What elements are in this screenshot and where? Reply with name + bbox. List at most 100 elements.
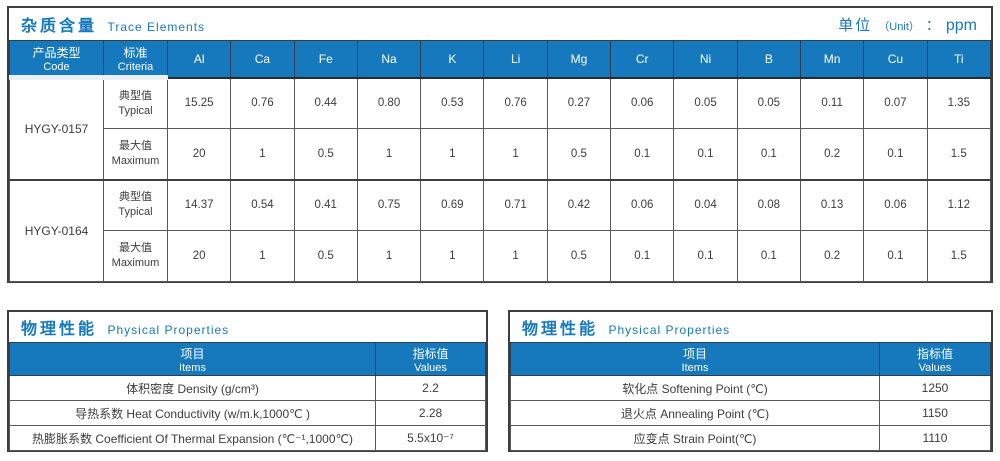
property-item-cell: 退火点 Annealing Point (℃) [510, 400, 880, 426]
trace-elements-panel: 杂质含量 Trace Elements 单位 （Unit） ： ppm 产品类型… [7, 6, 993, 283]
product-header-zh: 产品类型 [32, 45, 81, 60]
values-header-en: Values [918, 361, 952, 374]
unit-zh: 单位 [838, 16, 873, 34]
value-cell: 0.5 [293, 128, 358, 180]
trace-row-typical: HYGY-0164 典型值 Typical 14.37 0.54 0.41 0.75 0.69… [9, 178, 992, 282]
value-cell: 1 [230, 230, 295, 282]
value-cell: 0.69 [420, 178, 485, 231]
unit-value: ppm [945, 16, 977, 34]
items-column-header: 项目 Items [510, 342, 880, 376]
element-column-header-k: K [420, 40, 485, 79]
value-cell: 15.25 [166, 77, 232, 129]
product-header-en: Code [43, 60, 70, 73]
value-cell: 0.1 [610, 128, 675, 180]
physical-left-body: 体积密度 Density (g/cm³) 2.2 导热系数 Heat Conduct… [9, 375, 486, 451]
property-value-cell: 2.2 [375, 375, 486, 401]
value-cell: 0.13 [799, 178, 865, 231]
value-cell: 0.1 [736, 230, 801, 282]
property-row: 应变点 Strain Point(℃) 1110 [510, 425, 991, 451]
value-cell: 0.75 [356, 178, 422, 231]
criteria-column-header: 标准 Criteria [103, 40, 168, 80]
element-column-header-ti: Ti [926, 40, 992, 79]
trace-title-en: Trace Elements [107, 20, 206, 34]
value-cell: 14.37 [166, 178, 232, 231]
property-row: 退火点 Annealing Point (℃) 1150 [510, 400, 991, 426]
items-header-zh: 项目 [682, 346, 707, 361]
value-cell: 0.5 [546, 230, 612, 282]
value-cell: 0.5 [293, 230, 358, 282]
trace-table-body: HYGY-0157 典型值 Typical 15.25 0.76 0.44 0.80 0.53… [9, 77, 992, 282]
product-code-cell: HYGY-0157 [9, 77, 104, 180]
criteria-typical-cell: 典型值 Typical [103, 77, 168, 129]
value-cell: 0.1 [610, 230, 675, 282]
value-cell: 1 [483, 128, 548, 180]
value-cell: 0.06 [610, 77, 675, 129]
value-cell: 0.2 [799, 230, 865, 282]
physical-right-title-bar: 物理性能 Physical Properties [510, 312, 991, 342]
items-column-header: 项目 Items [9, 342, 376, 376]
physical-right-body: 软化点 Softening Point (℃) 1250 退火点 Annealing… [510, 375, 991, 451]
property-row: 热膨胀系数 Coefficient Of Thermal Expansion (… [9, 425, 486, 451]
value-cell: 0.1 [673, 128, 738, 180]
trace-row-maximum: 最大值 Maximum 20 1 0.5 1 1 1 0.5 0.1 0.1 0.1 0.2 0.1 1.5 [10, 128, 992, 180]
property-row: 体积密度 Density (g/cm³) 2.2 [9, 375, 486, 401]
physical-left-title-zh: 物理性能 [21, 321, 98, 338]
property-item-cell: 体积密度 Density (g/cm³) [9, 375, 376, 401]
unit-en: （Unit） [878, 20, 920, 33]
value-cell: 1 [230, 128, 295, 180]
property-row: 软化点 Softening Point (℃) 1250 [510, 375, 991, 401]
property-value-cell: 1150 [879, 400, 991, 426]
physical-right-table: 项目 Items 指标值 Values 软化点 Softening Point … [510, 342, 991, 451]
value-cell: 0.04 [673, 178, 738, 231]
value-cell: 0.53 [420, 77, 485, 129]
value-cell: 0.76 [230, 77, 295, 129]
value-cell: 1 [420, 230, 485, 282]
value-cell: 0.1 [863, 128, 928, 180]
value-cell: 20 [166, 128, 232, 180]
property-item-cell: 热膨胀系数 Coefficient Of Thermal Expansion (… [9, 425, 376, 451]
product-code-cell: HYGY-0164 [9, 178, 104, 282]
value-cell: 0.42 [546, 178, 612, 231]
property-item-cell: 软化点 Softening Point (℃) [510, 375, 880, 401]
value-cell: 0.06 [863, 178, 928, 231]
element-column-header-fe: Fe [293, 40, 358, 79]
element-column-header-mg: Mg [546, 40, 612, 79]
value-cell: 0.08 [736, 178, 801, 231]
trace-elements-title: 杂质含量 Trace Elements [21, 12, 205, 36]
value-cell: 0.76 [483, 77, 548, 129]
items-header-en: Items [179, 361, 206, 374]
property-row: 导热系数 Heat Conductivity (w/m.k,1000℃ ) 2.2… [9, 400, 486, 426]
value-cell: 0.1 [736, 128, 801, 180]
product-code-column-header: 产品类型 Code [9, 40, 104, 80]
physical-right-title-zh: 物理性能 [522, 321, 599, 338]
value-cell: 1.12 [926, 178, 992, 231]
physical-left-title: 物理性能 Physical Properties [21, 315, 229, 339]
element-column-header-ca: Ca [230, 40, 295, 79]
value-cell: 0.06 [610, 178, 675, 231]
value-cell: 0.1 [673, 230, 738, 282]
values-column-header: 指标值 Values [879, 342, 991, 376]
property-value-cell: 1250 [879, 375, 991, 401]
value-cell: 1 [483, 230, 548, 282]
value-cell: 0.44 [293, 77, 358, 129]
criteria-maximum-cell: 最大值 Maximum [103, 128, 168, 180]
element-column-header-cu: Cu [863, 40, 928, 79]
items-header-en: Items [681, 361, 709, 374]
trace-table-header-row: 产品类型 Code 标准 Criteria Al Ca Fe Na K Li Mg Cr Ni B… [9, 40, 992, 80]
value-cell: 0.1 [863, 230, 928, 282]
trace-elements-table: 产品类型 Code 标准 Criteria Al Ca Fe Na K Li Mg Cr Ni B… [9, 40, 992, 282]
unit-label: 单位 （Unit） ： ppm [838, 14, 977, 35]
unit-separator: ： [925, 16, 940, 33]
value-cell: 0.41 [293, 178, 358, 231]
physical-properties-left-panel: 物理性能 Physical Properties 项目 Items 指标值 Va… [7, 310, 488, 452]
value-cell: 1 [356, 128, 422, 180]
element-column-header-cr: Cr [610, 40, 675, 79]
criteria-header-zh: 标准 [123, 45, 148, 60]
trace-row-typical: HYGY-0157 典型值 Typical 15.25 0.76 0.44 0.80 0.53… [9, 77, 992, 180]
property-item-cell: 导热系数 Heat Conductivity (w/m.k,1000℃ ) [9, 400, 376, 426]
value-cell: 0.80 [356, 77, 422, 129]
value-cell: 1.35 [926, 77, 992, 129]
physical-right-header-row: 项目 Items 指标值 Values [510, 342, 991, 376]
value-cell: 0.11 [799, 77, 865, 129]
physical-right-title-en: Physical Properties [608, 323, 731, 337]
